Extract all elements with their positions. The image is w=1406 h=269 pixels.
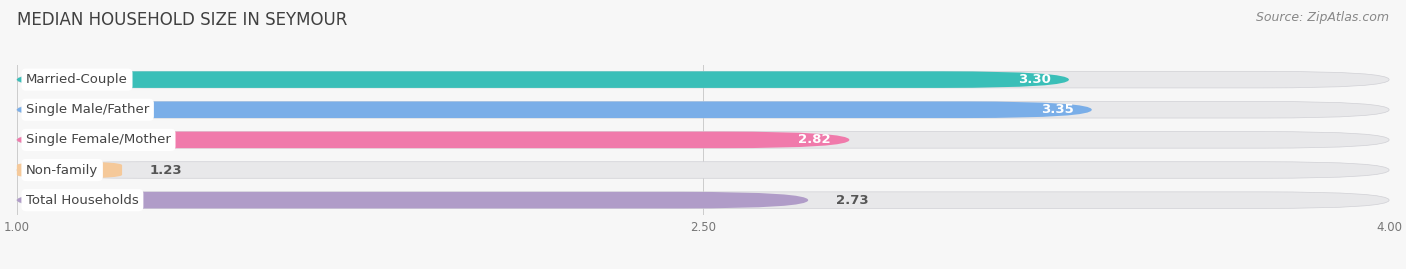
Text: 2.82: 2.82 <box>799 133 831 146</box>
FancyBboxPatch shape <box>17 162 122 178</box>
FancyBboxPatch shape <box>17 132 849 148</box>
Text: Married-Couple: Married-Couple <box>27 73 128 86</box>
FancyBboxPatch shape <box>17 162 1389 178</box>
Text: Single Male/Father: Single Male/Father <box>27 103 149 116</box>
Text: 3.30: 3.30 <box>1018 73 1050 86</box>
FancyBboxPatch shape <box>17 71 1069 88</box>
Text: Single Female/Mother: Single Female/Mother <box>27 133 172 146</box>
FancyBboxPatch shape <box>17 192 808 208</box>
FancyBboxPatch shape <box>17 132 1389 148</box>
Text: Source: ZipAtlas.com: Source: ZipAtlas.com <box>1256 11 1389 24</box>
FancyBboxPatch shape <box>17 71 1389 88</box>
Text: 1.23: 1.23 <box>149 164 183 176</box>
Text: 3.35: 3.35 <box>1040 103 1074 116</box>
FancyBboxPatch shape <box>17 192 1389 208</box>
Text: Total Households: Total Households <box>27 194 139 207</box>
Text: MEDIAN HOUSEHOLD SIZE IN SEYMOUR: MEDIAN HOUSEHOLD SIZE IN SEYMOUR <box>17 11 347 29</box>
FancyBboxPatch shape <box>17 101 1389 118</box>
Text: Non-family: Non-family <box>27 164 98 176</box>
Text: 2.73: 2.73 <box>835 194 869 207</box>
FancyBboxPatch shape <box>17 101 1092 118</box>
